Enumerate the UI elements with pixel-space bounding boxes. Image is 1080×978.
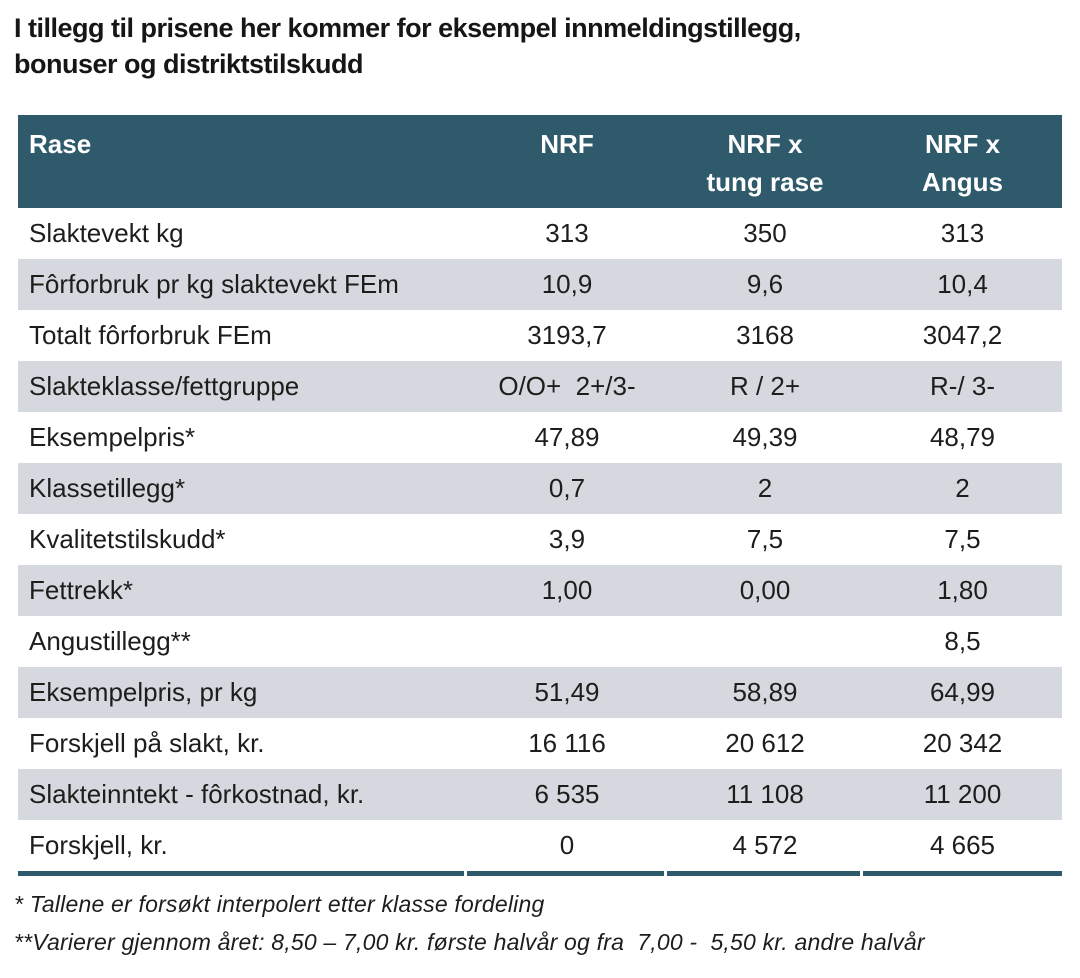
cell-value: 4 665	[863, 820, 1062, 872]
column-header-nrf-tung-rase: NRF x tung rase	[667, 115, 863, 209]
cell-value: 64,99	[863, 667, 1062, 719]
row-label: Fettrekk*	[18, 565, 467, 617]
cell-value: 49,39	[667, 412, 863, 464]
border-segment	[18, 871, 464, 877]
footnote-angus-variation: **Varierer gjennom året: 8,50 – 7,00 kr.…	[14, 929, 925, 956]
row-label: Fôrforbruk pr kg slaktevekt FEm	[18, 259, 467, 311]
table-row: Forskjell, kr. 0 4 572 4 665	[18, 820, 1062, 872]
table-row: Slakteinntekt - fôrkostnad, kr. 6 535 11…	[18, 769, 1062, 821]
table-bottom-border	[18, 871, 1062, 877]
table-row: Totalt fôrforbruk FEm 3193,7 3168 3047,2	[18, 310, 1062, 362]
cell-value: 58,89	[667, 667, 863, 719]
table-row: Fôrforbruk pr kg slaktevekt FEm 10,9 9,6…	[18, 259, 1062, 311]
cell-value: 0,00	[667, 565, 863, 617]
cell-value: 7,5	[667, 514, 863, 566]
row-label: Angustillegg**	[18, 616, 467, 668]
cell-value: 6 535	[467, 769, 667, 821]
table-row: Forskjell på slakt, kr. 16 116 20 612 20…	[18, 718, 1062, 770]
cell-value: 7,5	[863, 514, 1062, 566]
cell-value: R / 2+	[667, 361, 863, 413]
row-label: Eksempelpris, pr kg	[18, 667, 467, 719]
cell-value: 3168	[667, 310, 863, 362]
column-header-rase: Rase	[18, 115, 467, 209]
table-row: Klassetillegg* 0,7 2 2	[18, 463, 1062, 515]
cell-value: 1,80	[863, 565, 1062, 617]
row-label: Kvalitetstilskudd*	[18, 514, 467, 566]
cell-value: 3047,2	[863, 310, 1062, 362]
border-segment	[467, 871, 664, 877]
footnote-interpolation: * Tallene er forsøkt interpolert etter k…	[14, 891, 545, 918]
table-row: Slakteklasse/fettgruppe O/O+ 2+/3- R / 2…	[18, 361, 1062, 413]
cell-value: 3193,7	[467, 310, 667, 362]
table-row: Eksempelpris, pr kg 51,49 58,89 64,99	[18, 667, 1062, 719]
cell-value: 350	[667, 208, 863, 260]
cell-value: 20 342	[863, 718, 1062, 770]
row-label: Slakteklasse/fettgruppe	[18, 361, 467, 413]
cell-value: 48,79	[863, 412, 1062, 464]
cell-value: 10,9	[467, 259, 667, 311]
row-label: Slaktevekt kg	[18, 208, 467, 260]
cell-value: 11 200	[863, 769, 1062, 821]
page-title: I tillegg til prisene her kommer for eks…	[14, 13, 801, 80]
cell-value: 313	[863, 208, 1062, 260]
row-label: Eksempelpris*	[18, 412, 467, 464]
cell-value	[667, 616, 863, 668]
table-row: Fettrekk* 1,00 0,00 1,80	[18, 565, 1062, 617]
border-segment	[863, 871, 1062, 877]
cell-value: 16 116	[467, 718, 667, 770]
cell-value: 313	[467, 208, 667, 260]
cell-value: R-/ 3-	[863, 361, 1062, 413]
cell-value	[467, 616, 667, 668]
row-label: Forskjell på slakt, kr.	[18, 718, 467, 770]
cell-value: 47,89	[467, 412, 667, 464]
row-label: Klassetillegg*	[18, 463, 467, 515]
header-row: Rase NRF NRF x tung rase NRF x Angus	[18, 115, 1062, 209]
table-row: Kvalitetstilskudd* 3,9 7,5 7,5	[18, 514, 1062, 566]
table-row: Slaktevekt kg 313 350 313	[18, 208, 1062, 260]
cell-value: 1,00	[467, 565, 667, 617]
page: I tillegg til prisene her kommer for eks…	[0, 10, 1080, 978]
cell-value: O/O+ 2+/3-	[467, 361, 667, 413]
row-label: Totalt fôrforbruk FEm	[18, 310, 467, 362]
cell-value: 2	[863, 463, 1062, 515]
table-body: Slaktevekt kg 313 350 313 Fôrforbruk pr …	[18, 208, 1062, 872]
table-row: Eksempelpris* 47,89 49,39 48,79	[18, 412, 1062, 464]
column-header-nrf-angus: NRF x Angus	[863, 115, 1062, 209]
column-header-nrf: NRF	[467, 115, 667, 209]
cell-value: 9,6	[667, 259, 863, 311]
cell-value: 51,49	[467, 667, 667, 719]
cell-value: 20 612	[667, 718, 863, 770]
table-row: Angustillegg** 8,5	[18, 616, 1062, 668]
cell-value: 0	[467, 820, 667, 872]
cell-value: 0,7	[467, 463, 667, 515]
cell-value: 4 572	[667, 820, 863, 872]
cell-value: 2	[667, 463, 863, 515]
border-segment	[667, 871, 860, 877]
cell-value: 11 108	[667, 769, 863, 821]
cell-value: 8,5	[863, 616, 1062, 668]
cell-value: 10,4	[863, 259, 1062, 311]
row-label: Slakteinntekt - fôrkostnad, kr.	[18, 769, 467, 821]
row-label: Forskjell, kr.	[18, 820, 467, 872]
price-table: Rase NRF NRF x tung rase NRF x Angus Sla…	[18, 115, 1062, 872]
cell-value: 3,9	[467, 514, 667, 566]
table-header: Rase NRF NRF x tung rase NRF x Angus	[18, 115, 1062, 209]
